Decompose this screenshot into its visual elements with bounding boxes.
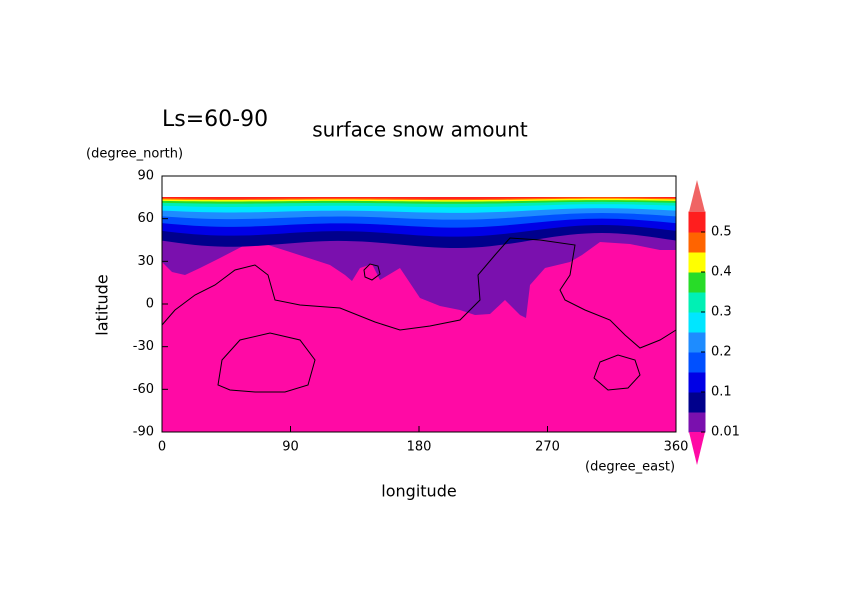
contour-line — [161, 237, 677, 349]
colorbar-under — [689, 432, 705, 465]
colorbar-box — [688, 371, 706, 393]
colorbar-box — [688, 251, 706, 273]
y-tick-label: 30 — [137, 254, 154, 269]
colorbar-box — [688, 391, 706, 413]
y-tick-label: 90 — [137, 169, 154, 184]
colorbar-box — [688, 211, 706, 233]
plot-area — [161, 176, 677, 432]
colorbar-box — [688, 231, 706, 253]
colorbar-box — [688, 411, 706, 433]
y-tick-label: 60 — [137, 211, 154, 226]
colorbar-tick-label: 0.01 — [711, 425, 740, 440]
x-axis-label: longitude — [381, 482, 456, 501]
contour-band — [162, 197, 676, 199]
colorbar-tick-label: 0.5 — [711, 225, 732, 240]
x-tick-label: 360 — [664, 440, 689, 455]
colorbar-tick-label: 0.2 — [711, 345, 732, 360]
annotation: Ls=60-90 — [162, 107, 268, 132]
colorbar-box — [688, 291, 706, 313]
contour-line — [217, 332, 316, 393]
colorbar-box — [688, 271, 706, 293]
y-tick-label: -30 — [133, 339, 154, 354]
y-tick-label: 0 — [146, 297, 154, 312]
x-unit: (degree_east) — [585, 460, 675, 475]
contour-line — [363, 263, 381, 281]
colorbar-box — [688, 351, 706, 373]
field-empty — [162, 176, 676, 197]
y-tick-label: -60 — [133, 382, 154, 397]
colorbar-tick-label: 0.3 — [711, 305, 732, 320]
x-tick-label: 180 — [407, 440, 432, 455]
colorbar-tick-label: 0.1 — [711, 385, 732, 400]
y-axis-label: latitude — [93, 274, 112, 335]
chart-title: surface snow amount — [312, 118, 528, 142]
x-tick-label: 0 — [158, 440, 166, 455]
y-unit: (degree_north) — [86, 147, 183, 162]
x-tick-label: 270 — [535, 440, 560, 455]
colorbar-box — [688, 311, 706, 333]
colorbar-tick-label: 0.4 — [711, 265, 732, 280]
x-tick-label: 90 — [282, 440, 299, 455]
contour-line — [593, 354, 641, 391]
colorbar-box — [688, 331, 706, 353]
colorbar-over — [689, 180, 705, 212]
y-tick-label: -90 — [133, 425, 154, 440]
